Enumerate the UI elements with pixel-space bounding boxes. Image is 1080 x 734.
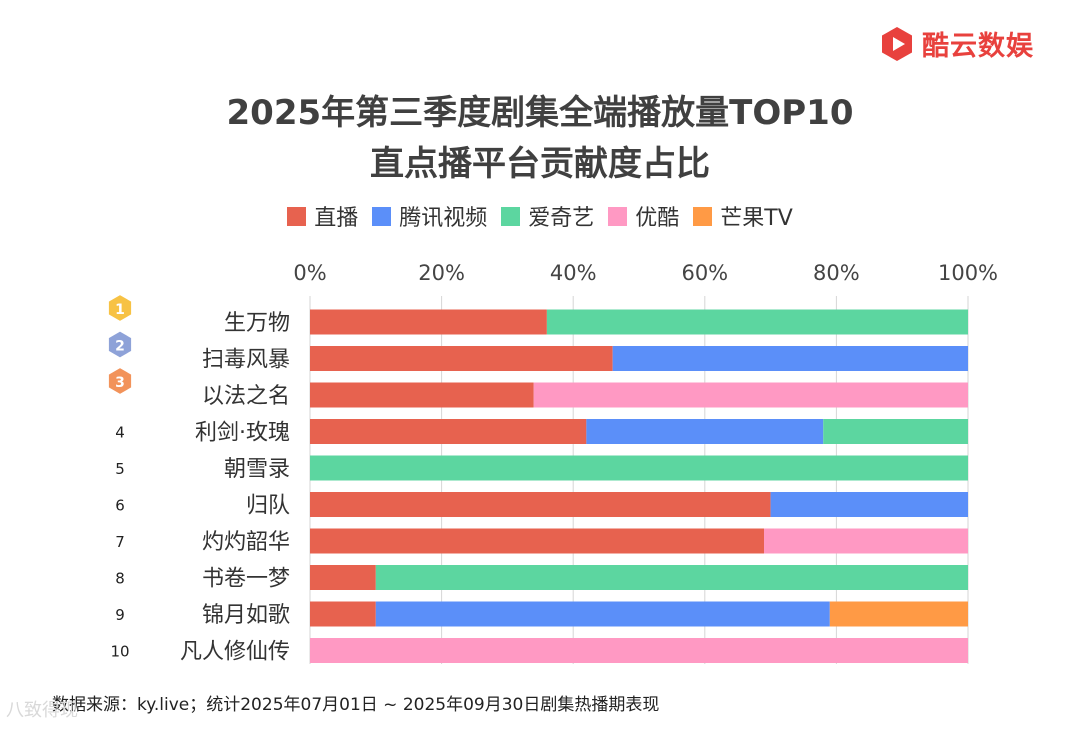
bar-segment	[310, 382, 534, 408]
rank-number: 7	[115, 533, 125, 551]
rank-number: 1	[115, 302, 125, 318]
category-label: 灼灼韶华	[202, 530, 290, 555]
legend-label: 腾讯视频	[399, 206, 488, 231]
bar-segment	[310, 528, 765, 554]
x-tick-label: 100%	[938, 261, 998, 285]
category-label: 扫毒风暴	[202, 348, 290, 373]
bar-segment	[310, 492, 771, 517]
bar-segment	[764, 528, 968, 554]
category-label: 朝雪录	[224, 457, 290, 482]
bar-segment	[770, 492, 968, 517]
bar-segment	[310, 565, 376, 590]
rank-medal-icon	[106, 329, 134, 360]
rank-number: 2	[115, 339, 125, 355]
chart-legend: 直播 腾讯视频 爱奇艺 优酷 芒果TV	[0, 200, 1080, 232]
brand-logo: 酷云数娱	[878, 24, 1034, 63]
x-tick-label: 40%	[550, 261, 597, 285]
rank-number: 3	[115, 375, 125, 391]
bar-segment	[829, 601, 968, 627]
bar-segment	[586, 419, 824, 444]
legend-swatch	[501, 206, 521, 226]
legend-label: 芒果TV	[720, 206, 793, 231]
bar-segment	[310, 601, 376, 627]
legend-label: 爱奇艺	[528, 206, 595, 231]
bar-segment	[533, 382, 968, 408]
rank-number: 9	[115, 606, 125, 624]
legend-label: 直播	[314, 206, 359, 231]
play-logo-icon	[882, 26, 912, 61]
rank-number: 8	[115, 570, 125, 588]
rank-medal-icon	[106, 292, 134, 324]
category-label: 以法之名	[202, 384, 290, 409]
chart-title-line2: 直点播平台贡献度占比	[370, 144, 710, 184]
legend-swatch	[693, 206, 713, 226]
legend-swatch	[287, 206, 307, 226]
bar-segment	[375, 601, 830, 627]
legend-label: 优酷	[635, 206, 680, 231]
brand-name: 酷云数娱	[922, 31, 1034, 62]
chart-title-line1: 2025年第三季度剧集全端播放量TOP10	[226, 93, 854, 133]
bar-segment	[375, 565, 968, 590]
category-label: 书卷一梦	[202, 567, 290, 592]
x-tick-label: 20%	[418, 261, 465, 285]
category-label: 生万物	[224, 311, 290, 336]
bar-segment	[310, 638, 968, 663]
x-tick-label: 0%	[293, 261, 326, 285]
legend-item: 爱奇艺	[501, 200, 594, 232]
bar-segment	[310, 346, 613, 371]
watermark: 八致得现	[6, 700, 78, 721]
data-source-note: 数据来源：ky.live；统计2025年07月01日 ~ 2025年09月30日…	[52, 695, 660, 715]
legend-item: 芒果TV	[693, 200, 793, 232]
bar-segment	[546, 309, 968, 335]
bar-segment	[310, 309, 547, 335]
bar-segment	[310, 455, 968, 481]
legend-item: 优酷	[608, 200, 679, 232]
rank-medal-icon	[106, 365, 134, 397]
category-label: 利剑·玫瑰	[195, 421, 290, 446]
x-tick-label: 60%	[681, 261, 728, 285]
legend-swatch	[372, 206, 392, 226]
legend-item: 直播	[287, 200, 358, 232]
bar-segment	[612, 346, 968, 371]
legend-swatch	[608, 206, 628, 226]
category-label: 锦月如歌	[202, 603, 290, 628]
rank-number: 6	[115, 497, 125, 515]
category-label: 归队	[246, 494, 290, 519]
category-label: 凡人修仙传	[180, 640, 290, 665]
rank-number: 10	[110, 643, 129, 661]
legend-item: 腾讯视频	[372, 200, 487, 232]
x-tick-label: 80%	[813, 261, 860, 285]
bar-segment	[310, 419, 587, 444]
rank-number: 4	[115, 424, 125, 442]
bar-segment	[823, 419, 968, 444]
rank-number: 5	[115, 460, 125, 478]
